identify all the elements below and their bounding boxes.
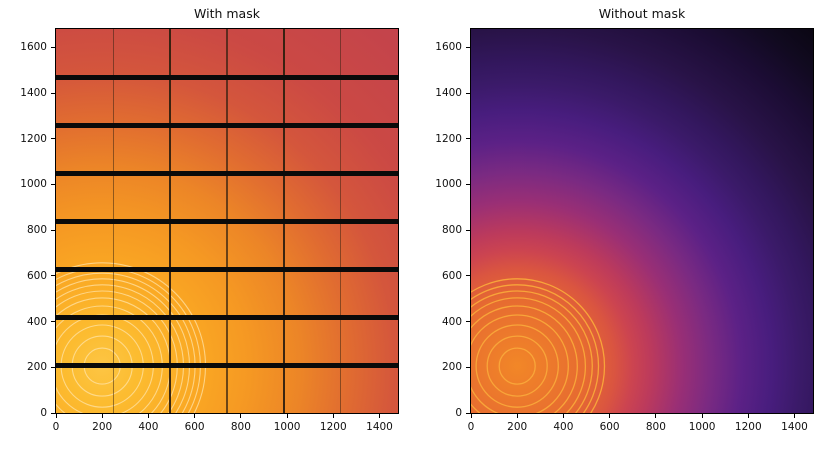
mask-bar	[56, 170, 398, 176]
x-tick-label: 600	[184, 421, 205, 433]
contour-ring	[471, 284, 600, 413]
y-tick	[466, 321, 470, 323]
y-tick	[466, 138, 470, 140]
x-tick	[286, 414, 288, 418]
contour-ring	[56, 305, 163, 413]
contour-ring	[486, 335, 548, 397]
y-tick	[51, 138, 55, 140]
x-tick	[379, 414, 380, 418]
x-tick-label: 400	[553, 421, 574, 433]
y-tick-label: 0	[40, 407, 47, 419]
mask-bar	[56, 122, 398, 128]
y-tick-label: 600	[441, 269, 462, 282]
contour-ring	[56, 290, 178, 413]
contour-ring	[471, 278, 606, 413]
y-tick-label: 1200	[20, 132, 47, 145]
y-tick	[466, 366, 470, 368]
x-tick	[562, 414, 564, 418]
x-tick	[101, 414, 103, 418]
y-tick-label: 200	[26, 361, 47, 374]
y-tick-label: 1600	[20, 41, 47, 54]
heatmap-image	[471, 29, 813, 413]
y-tick-label: 400	[26, 315, 47, 328]
x-tick-label: 1400	[781, 421, 808, 433]
y-tick	[51, 46, 55, 48]
x-tick-label: 1200	[734, 421, 762, 433]
y-tick	[51, 92, 55, 94]
x-tick-label: 1000	[688, 421, 716, 433]
x-tick-label: 400	[138, 421, 159, 433]
x-tick-label: 1200	[319, 421, 347, 433]
x-tick	[55, 414, 57, 418]
mask-bar	[56, 74, 398, 80]
y-tick	[466, 46, 470, 48]
contour-ring	[471, 314, 569, 413]
x-tick	[147, 414, 149, 418]
x-tick-label: 600	[599, 421, 620, 433]
x-tick	[701, 414, 703, 418]
x-tick-label: 800	[230, 421, 251, 433]
x-tick-label: 0	[52, 421, 60, 433]
contour-ring	[56, 267, 201, 413]
contour-ring	[475, 324, 559, 408]
x-tick-label: 1400	[366, 421, 393, 433]
y-tick-label: 400	[441, 315, 462, 328]
subplot-without-mask: Without mask 0 200 400 600 800 1000 1200 1400 0 2…	[435, 6, 814, 433]
y-tick-label: 1000	[435, 178, 462, 191]
x-tick	[609, 414, 611, 418]
y-tick-label: 200	[441, 361, 462, 374]
x-tick	[470, 414, 472, 418]
y-tick-label: 800	[26, 224, 47, 237]
y-tick	[466, 92, 470, 94]
x-tick	[794, 414, 795, 418]
subplot-with-mask: With mask 0 200 400 600 800 1000 1200 1400 0 200 4…	[20, 6, 399, 433]
y-tick	[51, 412, 55, 414]
contour-ring	[498, 347, 536, 385]
y-tick-label: 1200	[435, 132, 462, 145]
plot-area	[55, 28, 399, 414]
y-tick-label: 1400	[20, 87, 47, 99]
plot-title: Without mask	[598, 6, 686, 21]
y-tick-label: 1400	[435, 87, 462, 99]
y-tick-label: 800	[441, 224, 462, 237]
y-tick	[51, 229, 55, 231]
y-tick	[466, 275, 470, 277]
x-tick-label: 1000	[273, 421, 301, 433]
y-tick	[466, 183, 470, 185]
y-tick-label: 1600	[435, 41, 462, 54]
y-tick	[51, 366, 55, 368]
x-tick	[516, 414, 518, 418]
x-tick	[240, 414, 242, 418]
x-tick	[332, 414, 334, 418]
plot-area	[470, 28, 814, 414]
mask-bar	[56, 362, 398, 368]
x-tick-label: 800	[645, 421, 666, 433]
x-tick-label: 200	[92, 421, 113, 433]
y-tick	[51, 275, 55, 277]
mask-bar	[56, 314, 398, 320]
x-tick	[655, 414, 657, 418]
y-tick-label: 0	[455, 407, 462, 419]
contour-ring	[471, 297, 587, 413]
contour-ring	[471, 305, 578, 413]
y-tick-label: 600	[26, 269, 47, 282]
contour-rings	[471, 278, 606, 413]
x-tick-label: 200	[507, 421, 528, 433]
y-tick	[51, 183, 55, 185]
x-tick-label: 0	[467, 421, 475, 433]
contour-ring	[471, 290, 593, 413]
mask-bar	[56, 218, 398, 224]
y-tick-label: 1000	[20, 178, 47, 191]
x-tick	[194, 414, 196, 418]
mask-bar	[56, 266, 398, 272]
y-tick	[466, 229, 470, 231]
y-tick	[466, 412, 470, 414]
plot-title: With mask	[194, 6, 260, 21]
y-tick	[51, 321, 55, 323]
contour-ring	[56, 262, 207, 413]
x-tick	[747, 414, 749, 418]
